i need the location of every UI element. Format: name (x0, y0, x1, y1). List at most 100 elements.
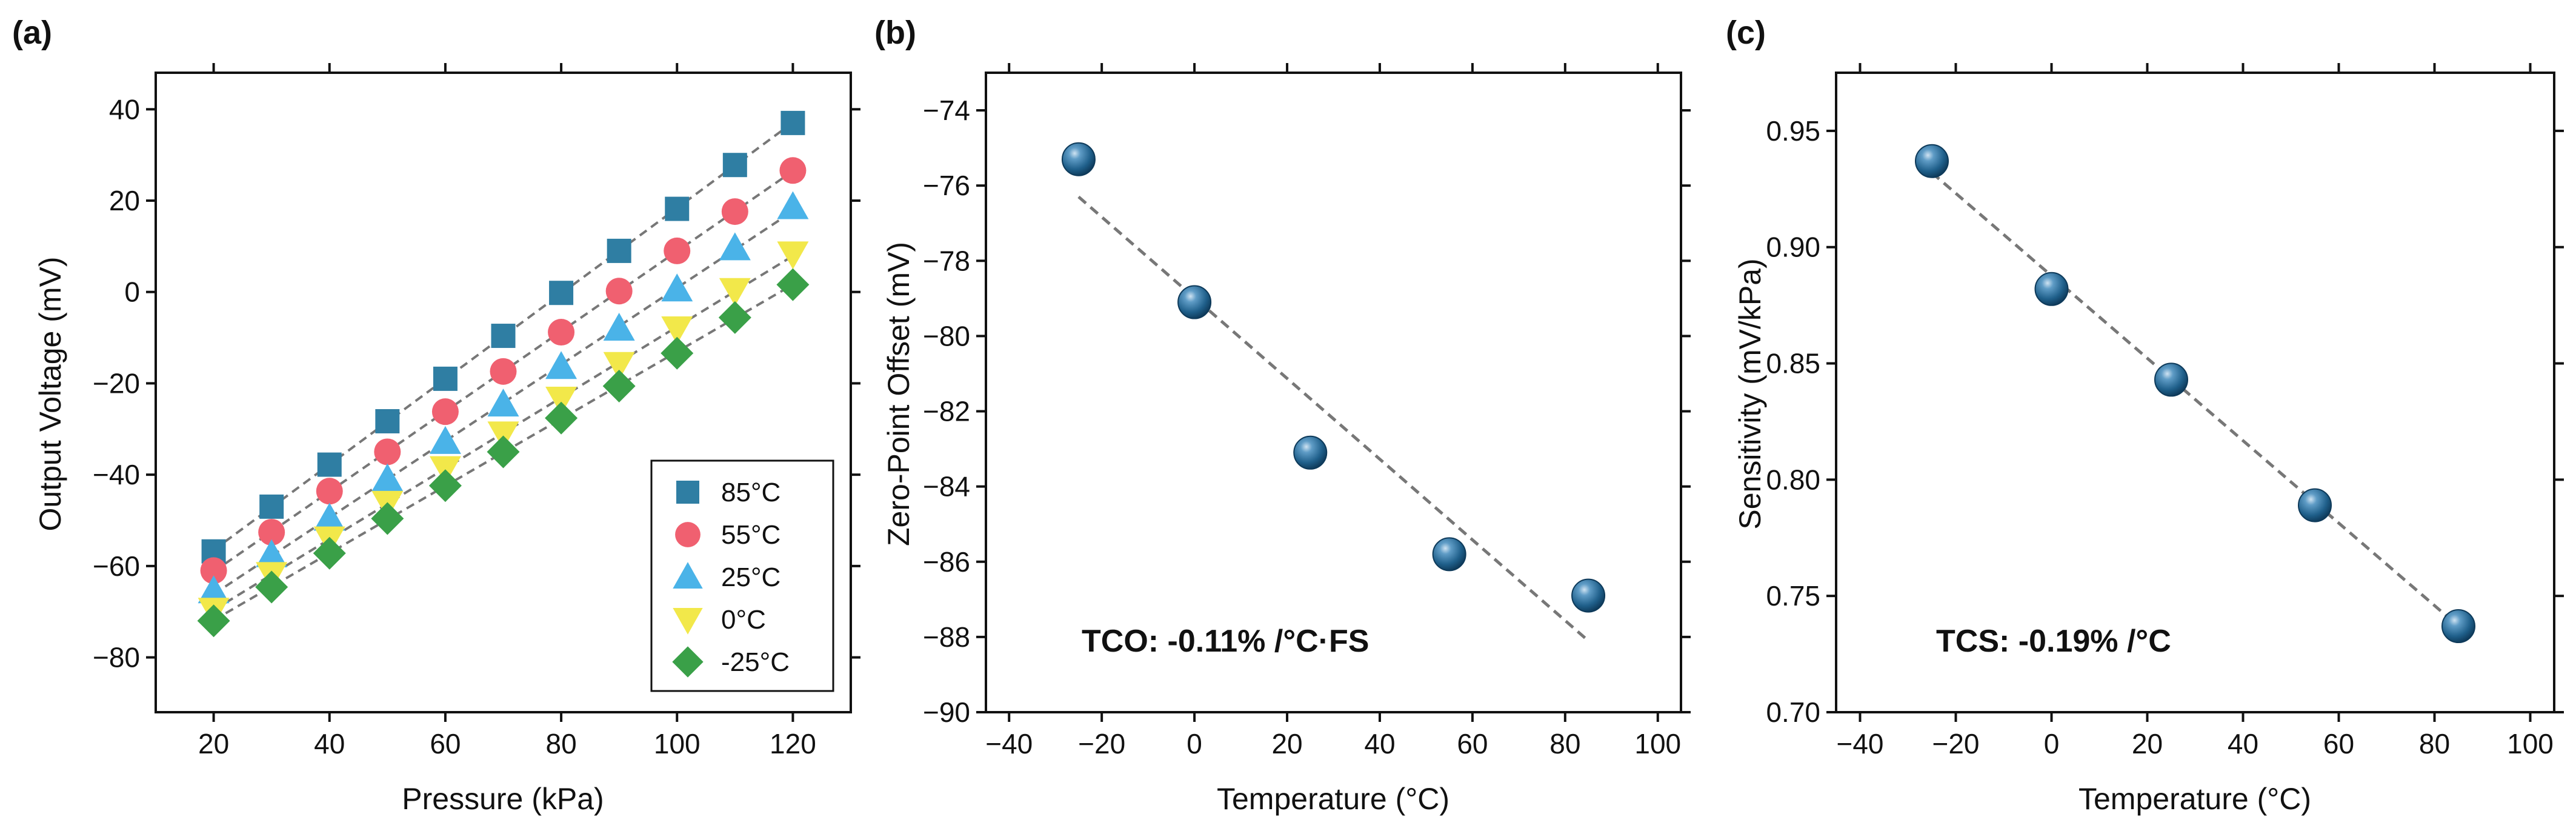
panel-c-xlabel: Temperature (°C) (2078, 782, 2311, 816)
panel-c-point (1915, 144, 1949, 178)
panel-c-xtick-label: 60 (2323, 728, 2354, 759)
panel-a-point (491, 324, 516, 349)
panel-b-xtick-label: −40 (985, 728, 1033, 759)
panel-a-point (375, 409, 400, 433)
panel-c-ytick-label: 0.80 (1766, 464, 1820, 495)
panel-b-xtick-label: 80 (1549, 728, 1580, 759)
panel-a-point (429, 426, 461, 454)
legend-label: 85°C (721, 478, 780, 507)
legend-marker (675, 522, 701, 547)
panel-c: (c) −40 −20 0 20 40 60 80 100 0.70 0.75 0.80 0.85 0.… (1726, 15, 2564, 816)
panel-b-fit-line (1077, 195, 1589, 642)
panel-b-label: (b) (874, 15, 916, 51)
panel-a-fit-line (213, 210, 794, 596)
panel-a-point (197, 604, 230, 638)
panel-a-point (605, 278, 633, 305)
panel-a-point (603, 313, 635, 341)
panel-a-point (371, 463, 404, 492)
panel-a-point (200, 557, 227, 584)
panel-a-point (490, 358, 517, 385)
panel-b-ytick-label: −82 (923, 396, 970, 427)
panel-b-point (1177, 285, 1212, 319)
panel-b-xlabel: Temperature (°C) (1217, 782, 1449, 816)
panel-a-point (719, 278, 751, 306)
panel-c-ytick-label: 0.70 (1766, 696, 1820, 728)
panel-b-ytick-label: −86 (923, 546, 970, 578)
panel-b-ytick-label: −88 (923, 621, 970, 653)
panel-a-ytick-label: −40 (93, 459, 140, 490)
panel-a-frame (155, 72, 852, 713)
panel-b-xtick-label: 20 (1271, 728, 1302, 759)
panel-c-xtick-label: 20 (2132, 728, 2163, 759)
panel-c-xtick-label: −20 (1932, 728, 1979, 759)
panel-b-xtick-label: 0 (1186, 728, 1202, 759)
panel-a-ytick-label: −80 (93, 642, 140, 673)
panel-a-point (661, 316, 693, 344)
panel-b-ytick-label: −84 (923, 471, 970, 502)
panel-a-xtick-label: 100 (654, 728, 701, 759)
panel-a-point (777, 241, 809, 270)
panel-c-xtick-label: 0 (2044, 728, 2060, 759)
panel-b-point (1061, 142, 1096, 176)
panel-a-ytick-label: −60 (93, 550, 140, 582)
panel-a-point (255, 570, 288, 604)
panel-a-ytick-label: 0 (124, 276, 140, 308)
panel-a-xtick-label: 60 (430, 728, 461, 759)
panel-c-fit-line (1931, 172, 2460, 627)
panel-a-label: (a) (12, 15, 52, 51)
panel-a-point (198, 575, 230, 604)
panel-a-point (313, 536, 346, 570)
panel-a-point (316, 478, 343, 505)
panel-b-frame (985, 72, 1682, 713)
panel-a-fit-line (213, 121, 794, 552)
panel-a-point (719, 232, 751, 261)
panel-b-ytick-label: −80 (923, 320, 970, 352)
panel-b-xtick-label: 100 (1634, 728, 1681, 759)
panel-b-xtick-label: 60 (1457, 728, 1488, 759)
legend-marker (676, 481, 699, 504)
panel-a-point (371, 502, 404, 535)
panel-c-xtick-label: 40 (2228, 728, 2258, 759)
panel-a-point (776, 268, 810, 301)
panel-b-annotation: TCO: -0.11% /°C·FS (1082, 624, 1369, 659)
legend-label: 0°C (721, 605, 766, 635)
panel-c-ytick-label: 0.75 (1766, 580, 1820, 612)
panel-b-ytick-label: −78 (923, 245, 970, 276)
panel-a-point (718, 301, 751, 334)
panel-c-annotation: TCS: -0.19% /°C (1936, 624, 2171, 659)
panel-a-xtick-label: 80 (545, 728, 576, 759)
panel-a: (a) 20 40 60 80 100 120 −80 −60 −40 −20 0 20 40 Pres… (12, 15, 860, 816)
panel-a-point (607, 238, 631, 263)
panel-a-point (777, 191, 809, 219)
panel-a-xtick-label: 120 (770, 728, 816, 759)
legend-marker (673, 562, 703, 589)
legend-marker (672, 646, 704, 678)
panel-a-point (428, 469, 462, 502)
panel-a-point (603, 352, 635, 380)
panel-b: (b) −40 −20 0 20 40 60 80 100 −90 −88 −86 −84 −82 −80… (874, 15, 1691, 816)
panel-a-legend: 85°C 55°C 25°C 0°C -25°C (650, 459, 834, 692)
panel-a-ytick-label: 40 (109, 93, 140, 125)
panel-a-point (487, 421, 519, 450)
panel-c-xtick-label: 100 (2507, 728, 2554, 759)
panel-a-point (661, 336, 694, 370)
panel-a-point (545, 387, 577, 415)
panel-a-ytick-label: 20 (109, 185, 140, 216)
panel-a-ylabel: Output Voltage (mV) (33, 256, 67, 531)
panel-a-xtick-label: 20 (198, 728, 229, 759)
panel-a-point (721, 198, 748, 225)
panel-c-label: (c) (1726, 15, 1766, 51)
panel-a-point (664, 237, 691, 264)
panel-a-point (431, 398, 459, 426)
panel-a-point (780, 110, 805, 135)
panel-c-point (2034, 272, 2069, 306)
panel-a-point (545, 401, 578, 435)
panel-a-xlabel: Pressure (kPa) (402, 782, 604, 816)
legend-label: 55°C (721, 520, 780, 550)
panel-a-point (549, 281, 574, 305)
panel-a-point (661, 273, 693, 302)
panel-c-ytick-label: 0.90 (1766, 232, 1820, 263)
panel-a-point (665, 196, 690, 221)
panel-a-point (374, 438, 401, 466)
